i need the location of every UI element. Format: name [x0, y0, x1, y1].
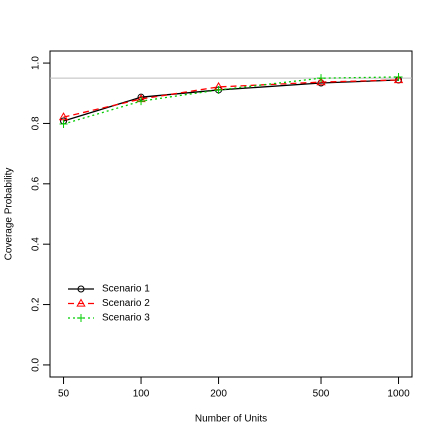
marker [317, 74, 326, 83]
x-tick-label: 100 [133, 389, 150, 400]
x-tick-label: 1000 [387, 389, 410, 400]
y-tick-label: 1.0 [31, 56, 42, 70]
marker [58, 112, 69, 121]
marker [76, 298, 86, 307]
marker [59, 120, 68, 129]
y-tick-label: 0.6 [31, 176, 42, 190]
y-axis-title: Coverage Probability [4, 168, 15, 261]
marker [214, 85, 223, 94]
marker [77, 314, 85, 322]
x-axis-title: Number of Units [195, 414, 267, 425]
y-tick-label: 0.4 [31, 237, 42, 251]
legend-label: Scenario 1 [102, 284, 150, 295]
series-line [63, 76, 399, 125]
marker [394, 72, 403, 81]
x-tick-label: 200 [210, 389, 227, 400]
x-tick-label: 50 [58, 389, 70, 400]
x-tick-label: 500 [313, 389, 330, 400]
y-tick-label: 0.8 [31, 116, 42, 130]
series-line [63, 79, 399, 118]
y-tick-label: 0.0 [31, 358, 42, 372]
marker [137, 97, 146, 106]
plot-box [49, 50, 413, 378]
marker [316, 77, 326, 86]
marker [77, 285, 85, 293]
marker [393, 74, 404, 84]
y-tick-label: 0.2 [31, 297, 42, 311]
legend-label: Scenario 2 [102, 298, 150, 309]
legend-label: Scenario 3 [102, 313, 150, 324]
